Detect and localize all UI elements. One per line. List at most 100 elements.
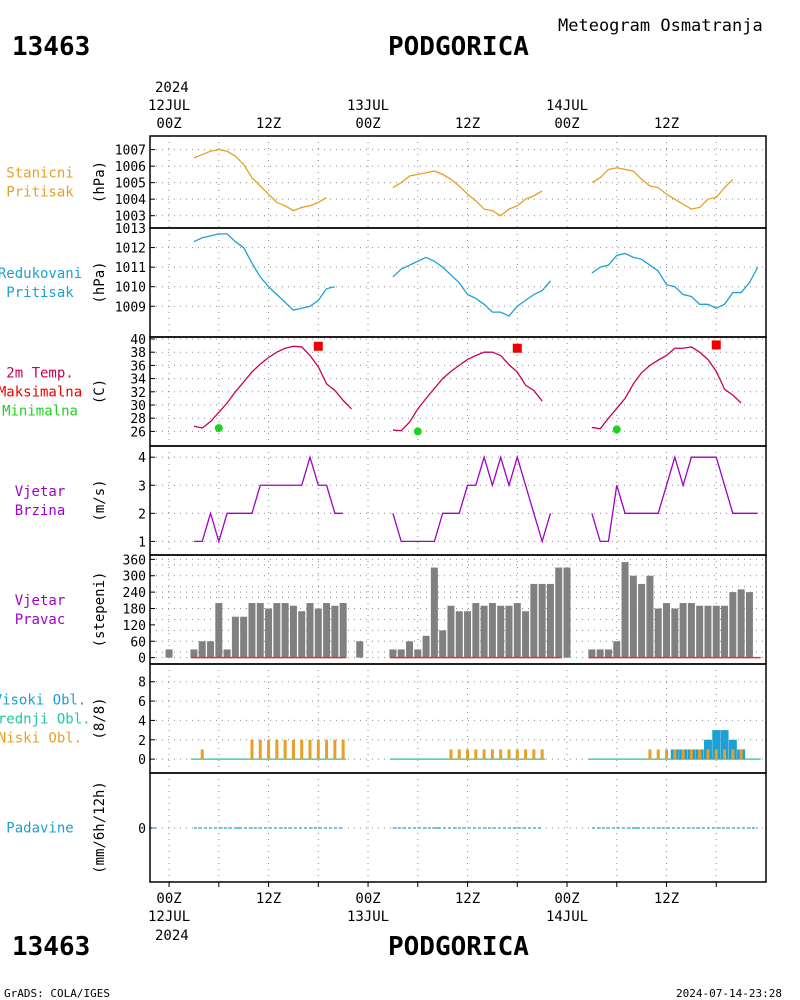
bottom-hour-label: 12Z: [455, 891, 480, 907]
panel-wind-speed: 1 2 3 4 (m/s) Vjetar Brzina: [15, 445, 767, 556]
y-tick-label: 32: [130, 386, 146, 401]
header-bottom: 2024 13463 PODGORICA GrADS: COLA/IGES 20…: [4, 928, 782, 1000]
tmax-marker: [512, 343, 522, 353]
low-cloud-bar: [490, 749, 494, 760]
low-cloud-bar: [283, 739, 287, 760]
y-tick-label: 1006: [115, 160, 146, 175]
direction-bar: [455, 611, 463, 658]
bottom-hour-label: 12Z: [654, 891, 679, 907]
direction-bar: [638, 583, 646, 658]
top-date-label: 12JUL: [148, 98, 190, 114]
y-tick-label: 1003: [115, 210, 146, 225]
direction-bar: [207, 641, 215, 658]
top-hour-label: 00Z: [355, 116, 380, 132]
direction-bar: [646, 575, 654, 658]
direction-bar: [472, 603, 480, 658]
y-tick-label: 4: [138, 714, 146, 729]
low-cloud-bar: [466, 749, 470, 760]
low-cloud-bar: [714, 749, 718, 760]
direction-bar: [505, 605, 513, 658]
direction-bar: [231, 616, 239, 658]
panel-label: Srednji Obl.: [0, 712, 91, 728]
direction-bar: [273, 603, 281, 658]
direction-bar: [314, 608, 322, 658]
y-tick-label: 1007: [115, 144, 146, 159]
direction-bar: [298, 611, 306, 658]
direction-bar: [248, 603, 256, 658]
panel-label: Brzina: [15, 503, 66, 519]
high-cloud-bar: [712, 730, 721, 760]
bottom-hour-label: 00Z: [156, 891, 181, 907]
direction-bar: [265, 608, 273, 658]
top-date-label: 14JUL: [546, 98, 588, 114]
y-tick-label: 1005: [115, 177, 146, 192]
panel-label: Padavine: [6, 821, 73, 837]
low-cloud-bar: [341, 739, 345, 760]
y-tick-label: 60: [130, 635, 146, 650]
direction-bar: [223, 649, 231, 658]
station-name-top: PODGORICA: [388, 32, 529, 62]
header-top: 13463 PODGORICA Meteogram Osmatranja 202…: [12, 16, 763, 96]
direction-bar: [165, 649, 173, 658]
y-tick-label: 2: [138, 507, 146, 522]
direction-bar: [480, 605, 488, 658]
direction-bar: [356, 641, 364, 658]
y-axis-label: (C): [92, 379, 108, 404]
low-cloud-bar: [267, 739, 271, 760]
direction-bar: [663, 603, 671, 658]
low-cloud-bar: [250, 739, 254, 760]
panel-label: Pritisak: [6, 185, 74, 201]
low-cloud-bar: [723, 749, 727, 760]
direction-bar: [712, 605, 720, 658]
y-axis-label: (m/s): [92, 479, 108, 521]
direction-bar: [497, 605, 505, 658]
top-time-axis: 12JUL 00Z 12Z 13JUL 00Z 12Z 14JUL 00Z 12Z: [148, 98, 679, 132]
direction-bar: [604, 649, 612, 658]
y-tick-label: 4: [138, 451, 146, 466]
low-cloud-bar: [308, 739, 312, 760]
y-tick-label: 240: [123, 586, 146, 601]
y-axis-label: (hPa): [92, 261, 108, 303]
bottom-hour-label: 12Z: [256, 891, 281, 907]
top-hour-label: 00Z: [156, 116, 181, 132]
direction-bar: [397, 649, 405, 658]
panel-label: Maksimalna: [0, 385, 82, 401]
station-name-bottom: PODGORICA: [388, 932, 529, 962]
direction-bar: [331, 605, 339, 658]
meteogram-title: Meteogram Osmatranja: [558, 16, 763, 36]
direction-bar: [588, 649, 596, 658]
low-cloud-bar: [482, 749, 486, 760]
high-cloud-bar: [720, 730, 729, 760]
y-axis-label: (hPa): [92, 161, 108, 203]
direction-bar: [414, 649, 422, 658]
direction-bar: [721, 605, 729, 658]
panel-label: Pritisak: [6, 285, 74, 301]
y-axis-label: (8/8): [92, 697, 108, 739]
low-cloud-bar: [532, 749, 536, 760]
bottom-time-axis: 00Z 12JUL 12Z 00Z 13JUL 12Z 00Z 14JUL 12Z: [148, 891, 679, 925]
series-line: [392, 256, 551, 317]
series-line: [392, 170, 543, 217]
low-cloud-bar: [333, 739, 337, 760]
y-tick-label: 1011: [115, 261, 146, 276]
low-cloud-bar: [325, 739, 329, 760]
temperature-line: [591, 346, 742, 430]
y-tick-label: 1013: [115, 222, 146, 237]
bottom-date-label: 14JUL: [546, 909, 588, 925]
direction-bar: [679, 603, 687, 658]
direction-bar: [430, 567, 438, 658]
direction-bar: [447, 605, 455, 658]
y-tick-label: 3: [138, 479, 146, 494]
y-tick-label: 40: [130, 333, 146, 348]
direction-bar: [613, 641, 621, 658]
direction-bar: [190, 649, 198, 658]
low-cloud-bar: [474, 749, 478, 760]
low-cloud-bar: [507, 749, 511, 760]
y-tick-label: 0: [138, 822, 146, 837]
y-tick-label: 1: [138, 535, 146, 550]
low-cloud-bar: [673, 749, 677, 760]
direction-bar: [737, 589, 745, 658]
y-tick-label: 34: [130, 373, 146, 388]
